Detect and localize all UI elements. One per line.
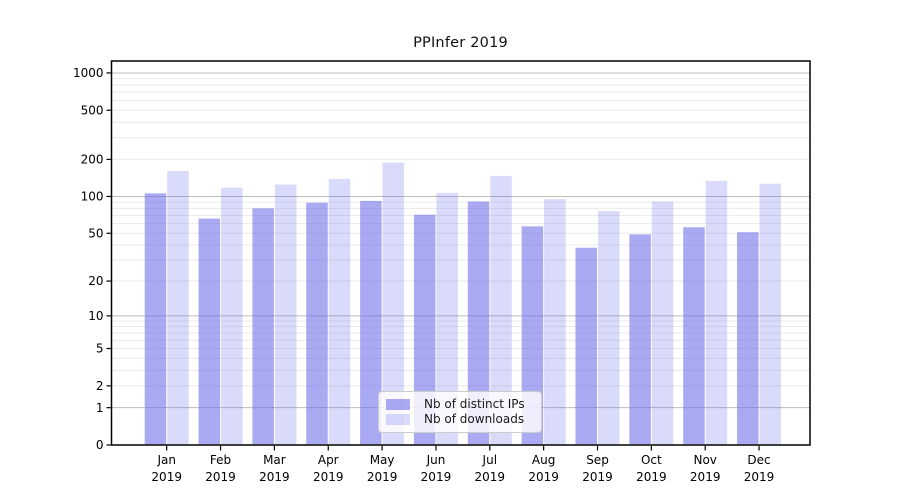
plot-border xyxy=(110,60,811,446)
x-tick-label: Jul 2019 xyxy=(475,453,506,484)
y-tick-label: 100 xyxy=(81,190,104,204)
bar-downloads xyxy=(167,171,189,445)
bar-distinct-ips xyxy=(144,193,167,445)
x-tick-label: Nov 2019 xyxy=(690,453,721,484)
x-tick-label: Aug 2019 xyxy=(528,453,559,484)
bar-distinct-ips xyxy=(737,232,759,445)
bar-distinct-ips xyxy=(360,200,382,445)
y-tick-label: 2 xyxy=(96,379,104,393)
x-tick-label: Feb 2019 xyxy=(205,453,236,484)
bar-downloads xyxy=(436,192,458,445)
x-tick-label: Oct 2019 xyxy=(636,453,667,484)
bar-distinct-ips xyxy=(683,227,705,445)
x-tick-label: Dec 2019 xyxy=(744,453,775,484)
bar-distinct-ips xyxy=(252,208,274,445)
bar-downloads xyxy=(544,199,566,445)
legend-item-downloads: Nb of downloads xyxy=(385,413,535,426)
bar-distinct-ips xyxy=(198,218,221,445)
chart-title: PPInfer 2019 xyxy=(413,35,508,51)
legend-label-distinct-ips: Nb of distinct IPs xyxy=(424,396,525,411)
legend-swatch-distinct-ips xyxy=(386,398,410,410)
legend-item-distinct-ips: Nb of distinct IPs xyxy=(385,396,535,411)
y-tick-label: 5 xyxy=(96,342,104,356)
y-tick-label: 20 xyxy=(88,274,103,288)
bar-downloads xyxy=(705,180,728,445)
bar-downloads xyxy=(382,162,405,445)
y-tick-label: 10 xyxy=(88,309,103,323)
x-tick-label: Apr 2019 xyxy=(313,453,344,484)
legend-swatch-downloads xyxy=(386,414,410,426)
y-tick-label: 1000 xyxy=(73,66,104,80)
legend: Nb of distinct IPs Nb of downloads xyxy=(378,391,542,433)
bar-downloads xyxy=(759,183,782,445)
x-tick-label: Mar 2019 xyxy=(259,453,290,484)
bar-downloads xyxy=(274,184,297,445)
bar-downloads xyxy=(651,201,674,445)
bar-distinct-ips xyxy=(629,234,651,445)
x-tick-label: Sep 2019 xyxy=(582,453,613,484)
x-tick-label: Jun 2019 xyxy=(421,453,452,484)
bar-downloads xyxy=(598,211,620,445)
bar-distinct-ips xyxy=(575,247,597,445)
bar-downloads xyxy=(221,187,243,445)
y-tick-label: 1 xyxy=(96,401,104,415)
bar-distinct-ips xyxy=(413,214,436,445)
y-tick-label: 50 xyxy=(88,226,103,240)
x-tick-label: May 2019 xyxy=(367,453,398,484)
bar-distinct-ips xyxy=(521,226,544,445)
bar-distinct-ips xyxy=(306,202,328,445)
y-tick-label: 500 xyxy=(81,103,104,117)
legend-label-downloads: Nb of downloads xyxy=(424,412,525,427)
bar-distinct-ips xyxy=(467,201,490,445)
bar-downloads xyxy=(490,175,512,445)
bar-downloads xyxy=(328,178,351,445)
y-tick-label: 0 xyxy=(96,438,104,452)
x-tick-label: Jan 2019 xyxy=(151,453,182,484)
y-tick-label: 200 xyxy=(81,153,104,167)
